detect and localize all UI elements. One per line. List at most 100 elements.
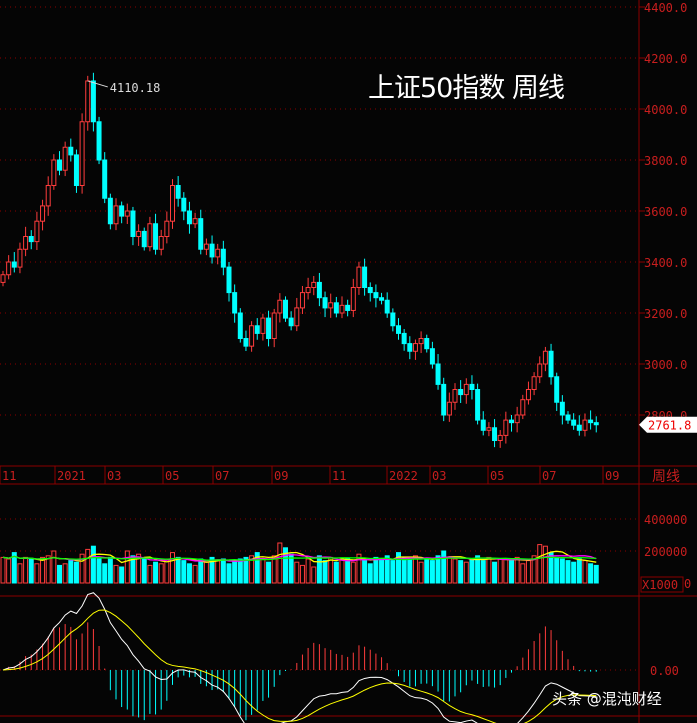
volume-bar xyxy=(565,560,571,584)
candle-up xyxy=(305,287,311,294)
watermark: 头条 @混沌财经 xyxy=(552,690,662,708)
volume-bar xyxy=(559,558,565,584)
macd-dif-line xyxy=(2,592,597,723)
candle-down xyxy=(226,266,232,294)
volume-tick-label: 400000 xyxy=(644,513,687,527)
candle-up xyxy=(170,185,175,222)
month-label: 07 xyxy=(542,469,556,483)
volume-bar xyxy=(68,560,74,584)
candle-up xyxy=(537,363,543,378)
volume-bar xyxy=(294,561,300,584)
volume-bar xyxy=(23,556,29,584)
volume-bar xyxy=(322,560,328,584)
volume-bar xyxy=(480,560,486,584)
volume-bar xyxy=(186,563,192,584)
candle-up xyxy=(40,205,46,222)
volume-bar xyxy=(11,552,17,584)
price-tick-label: 3800.0 xyxy=(644,154,687,168)
volume-bar xyxy=(446,556,452,584)
month-label: 05 xyxy=(165,469,179,483)
volume-bar xyxy=(102,563,108,584)
month-label: 03 xyxy=(432,469,446,483)
volume-bar xyxy=(130,555,136,584)
month-label: 2022 xyxy=(389,469,418,483)
candle-up xyxy=(582,419,588,431)
volume-bar xyxy=(220,558,226,584)
volume-bar xyxy=(463,561,469,584)
peak-pointer xyxy=(87,80,108,88)
volume-bar xyxy=(243,556,249,584)
candle-down xyxy=(130,210,136,237)
candle-up xyxy=(164,220,170,237)
candle-up xyxy=(23,236,29,250)
candle-down xyxy=(283,299,288,319)
volume-bar xyxy=(237,558,243,584)
candle-down xyxy=(401,332,407,345)
candle-up xyxy=(503,419,509,436)
volume-bar xyxy=(283,547,288,584)
volume-tick-label: 200000 xyxy=(644,545,687,559)
period-label: 周线 xyxy=(652,469,680,485)
candle-down xyxy=(288,317,294,327)
candle-down xyxy=(367,287,373,294)
volume-bar xyxy=(85,548,91,584)
volume-bar xyxy=(588,563,594,584)
candle-down xyxy=(458,389,464,396)
volume-bar xyxy=(203,561,209,584)
candle-up xyxy=(446,401,452,416)
month-label: 07 xyxy=(215,469,229,483)
volume-bar xyxy=(412,555,418,584)
volume-bar xyxy=(311,566,317,584)
volume-bar xyxy=(424,558,430,584)
volume-bar xyxy=(373,556,379,584)
volume-bar xyxy=(571,561,577,584)
candle-down xyxy=(373,292,379,299)
volume-bar xyxy=(339,558,345,584)
candle-down xyxy=(571,419,577,426)
candle-down xyxy=(480,419,486,431)
candle-down xyxy=(96,121,102,161)
volume-bar xyxy=(226,563,232,584)
volume-ma-line xyxy=(2,555,597,561)
candle-up xyxy=(215,248,221,258)
candle-down xyxy=(232,292,238,314)
volume-bar xyxy=(215,560,221,584)
candle-up xyxy=(85,80,91,123)
volume-bar xyxy=(136,553,142,584)
volume-bar xyxy=(407,558,413,584)
candle-up xyxy=(271,312,277,339)
candle-up xyxy=(124,210,130,217)
candle-down xyxy=(593,422,599,426)
volume-bar xyxy=(51,550,57,584)
peak-label: 4110.18 xyxy=(110,81,161,95)
price-tick-label: 4000.0 xyxy=(644,103,687,117)
volume-bar xyxy=(266,561,272,584)
price-tick-label: 3200.0 xyxy=(644,307,687,321)
volume-bar xyxy=(141,558,147,584)
unit-box xyxy=(640,576,684,593)
volume-bar xyxy=(6,558,12,584)
volume-bar xyxy=(401,556,407,584)
volume-bar xyxy=(458,560,464,584)
volume-bar xyxy=(124,550,130,584)
volume-bar xyxy=(333,561,339,584)
volume-bar xyxy=(441,550,447,584)
volume-bar xyxy=(254,552,260,584)
volume-bar xyxy=(593,564,599,584)
candle-down xyxy=(141,230,147,248)
candle-down xyxy=(576,424,582,431)
candle-up xyxy=(486,427,492,431)
candle-down xyxy=(107,197,113,225)
price-tick-label: 4200.0 xyxy=(644,52,687,66)
candle-up xyxy=(497,434,503,441)
volume-bar xyxy=(486,556,492,584)
last-price-tag xyxy=(639,416,697,433)
candle-down xyxy=(345,304,351,311)
volume-bar xyxy=(0,556,6,584)
candle-down xyxy=(548,350,554,378)
month-label: 11 xyxy=(2,469,16,483)
month-label: 2021 xyxy=(57,469,86,483)
volume-bar xyxy=(379,558,385,584)
candle-up xyxy=(147,223,153,248)
